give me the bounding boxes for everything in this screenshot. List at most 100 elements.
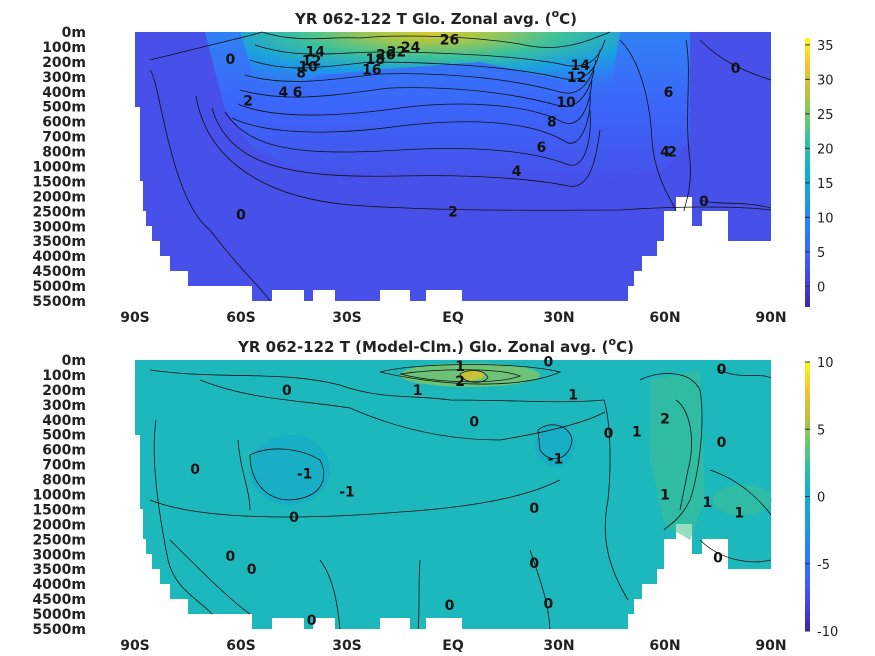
contour-line: [399, 369, 522, 383]
y-tick-label: 0m: [62, 353, 86, 369]
x-tick-label: 60S: [226, 638, 256, 654]
panel-anomaly: YR 062-122 T (Model-Clm.) Glo. Zonal avg…: [32, 335, 838, 654]
contour-line: [319, 559, 341, 630]
panel1-y-axis: 0m100m200m300m400m500m600m700m800m1000m1…: [32, 25, 86, 310]
y-tick-label: 2000m: [32, 189, 86, 205]
panel2-cold-anomaly-south: [250, 435, 330, 505]
contour-label: 0: [307, 613, 317, 629]
contour-label: 0: [282, 383, 292, 399]
y-tick-label: 300m: [42, 70, 86, 86]
contour-line: [149, 479, 561, 518]
contour-label: 1: [632, 425, 642, 441]
colorbar-tick-label: 10: [817, 356, 834, 371]
y-tick-label: 1000m: [32, 160, 86, 176]
contour-label: 0: [236, 207, 246, 223]
x-tick-label: 30N: [543, 638, 574, 654]
contour-line: [603, 399, 629, 601]
contour-label: 1: [660, 488, 670, 504]
panel2-warm-anomaly-deep: [712, 485, 772, 515]
contour-label: 22: [387, 44, 406, 60]
y-tick-label: 1000m: [32, 488, 86, 504]
contour-line: [261, 31, 611, 48]
colorbar-tick-label: 5: [817, 423, 825, 438]
y-tick-label: 5500m: [32, 622, 86, 638]
contour-label: 6: [293, 85, 303, 101]
contour-label: 0: [529, 501, 539, 517]
contour-label: 2: [448, 204, 458, 220]
contour-label: -1: [297, 467, 313, 483]
y-tick-label: 3000m: [32, 547, 86, 563]
contour-line: [149, 69, 271, 302]
y-tick-label: 3500m: [32, 234, 86, 250]
contour-line: [699, 39, 772, 81]
contour-line: [149, 369, 605, 403]
contour-line: [529, 549, 551, 630]
panel2-warm-anomaly-core: [460, 370, 484, 380]
contour-line: [153, 419, 213, 615]
contour-label: 20: [376, 47, 396, 63]
y-tick-label: 2500m: [32, 532, 86, 548]
y-tick-label: 5500m: [32, 294, 86, 310]
contour-label: 0: [190, 462, 200, 478]
contour-label: 8: [547, 115, 557, 131]
contour-line: [417, 559, 421, 630]
contour-label: 14: [305, 44, 325, 60]
contour-label: 6: [536, 140, 546, 156]
contour-line: [149, 31, 263, 61]
contour-label: -1: [339, 485, 355, 501]
x-tick-label: 30N: [543, 310, 574, 326]
contour-line: [719, 369, 772, 379]
y-tick-label: 400m: [42, 85, 86, 101]
y-tick-label: 800m: [42, 473, 86, 489]
y-tick-label: 5000m: [32, 607, 86, 623]
contour-label: 4: [512, 164, 522, 180]
contour-label: 2: [243, 94, 253, 110]
y-tick-label: 1500m: [32, 502, 86, 518]
contour-line: [683, 39, 691, 212]
contour-label: 1: [734, 505, 744, 521]
y-tick-label: 800m: [42, 145, 86, 161]
x-tick-label: 90S: [120, 310, 150, 326]
y-tick-label: 0m: [62, 25, 86, 41]
panel1-x-axis: 90S 60S 30S EQ 30N 60N 90N: [120, 310, 786, 326]
contour-line: [249, 448, 325, 501]
contour-label: 0: [544, 354, 554, 370]
x-tick-label: 30S: [332, 310, 362, 326]
colorbar-tick-label: 0: [817, 280, 825, 295]
panel1-title: YR 062-122 T Glo. Zonal avg. (oC): [294, 7, 577, 28]
x-tick-label: 60N: [649, 638, 680, 654]
contour-line: [239, 69, 595, 107]
contour-label: 0: [717, 435, 727, 451]
panel2-y-axis: 0m100m200m300m400m500m600m700m800m1000m1…: [32, 353, 86, 638]
y-tick-label: 4500m: [32, 264, 86, 280]
y-tick-label: 100m: [42, 40, 86, 56]
y-tick-label: 200m: [42, 383, 86, 399]
panel1-colorbar-ticks: 35 30 25 20 15 10 5 0: [805, 39, 834, 295]
contour-label: 1: [455, 359, 465, 375]
x-tick-label: 60N: [649, 310, 680, 326]
contour-label: 14: [570, 58, 590, 74]
contour-line: [639, 373, 703, 531]
contour-label: 0: [289, 510, 299, 526]
contour-line: [254, 39, 606, 67]
contour-line: [169, 539, 251, 615]
contour-line: [459, 370, 489, 383]
colorbar-tick-label: 10: [817, 211, 834, 226]
contour-label: 4: [279, 85, 289, 101]
contour-label: 10: [556, 95, 576, 111]
contour-label: 2: [455, 374, 465, 390]
x-tick-label: 90N: [755, 638, 786, 654]
x-tick-label: EQ: [442, 310, 464, 326]
contour-label: 6: [664, 85, 674, 101]
contour-line: [619, 39, 677, 212]
contour-label: 26: [440, 32, 459, 48]
y-tick-label: 300m: [42, 398, 86, 414]
contour-label: 4: [660, 145, 670, 161]
contour-label: 2: [660, 411, 670, 427]
colorbar-tick-label: 25: [817, 108, 834, 123]
contour-label: 0: [604, 426, 614, 442]
contour-line: [224, 109, 591, 166]
